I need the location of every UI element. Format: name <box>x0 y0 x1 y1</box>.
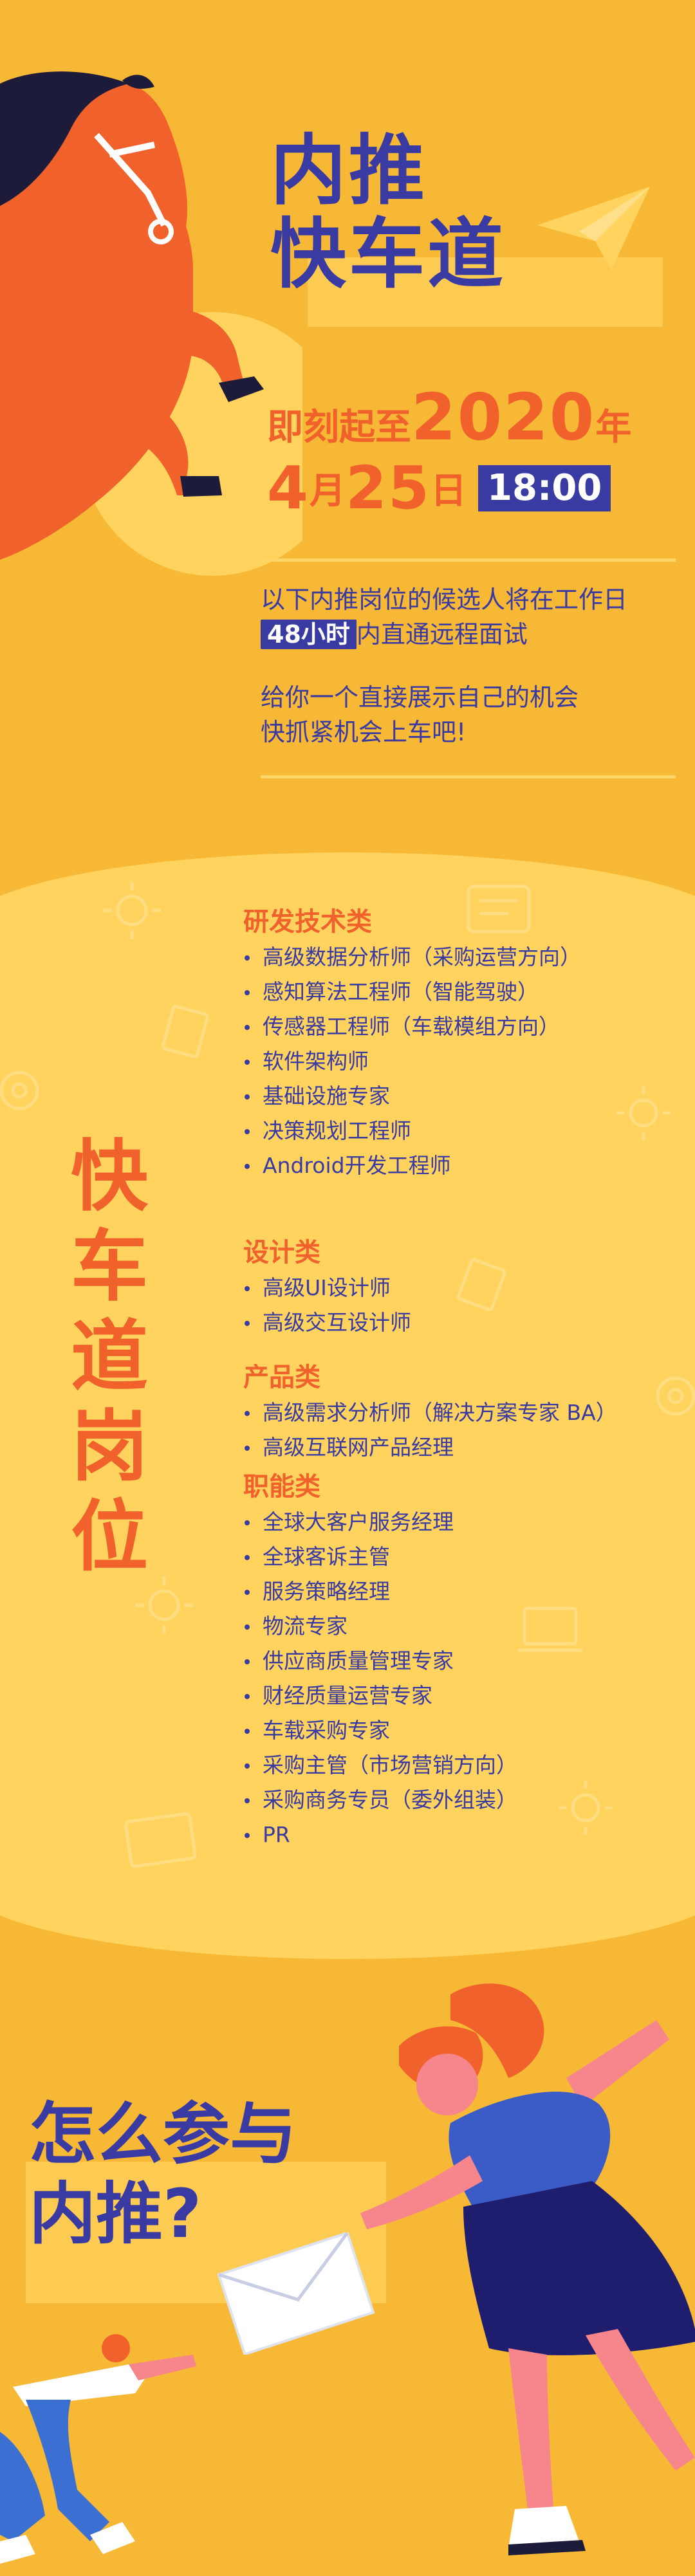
vertical-char: 岗 <box>71 1403 148 1492</box>
job-item[interactable]: 感知算法工程师（智能驾驶） <box>243 975 662 1009</box>
gear-deco-icon <box>0 1071 39 1110</box>
title-line-1: 内推 <box>270 126 428 215</box>
vertical-char: 道 <box>71 1312 148 1402</box>
job-item[interactable]: 高级数据分析师（采购运营方向） <box>243 940 662 975</box>
intro-line-3: 给你一个直接展示自己的机会 <box>261 683 579 712</box>
how-line-2: 内推? <box>29 2175 202 2253</box>
deadline-day: 25 <box>346 454 431 522</box>
job-item[interactable]: 车载采购专家 <box>243 1713 662 1748</box>
intro-line-2-rest: 内直通远程面试 <box>356 620 528 649</box>
page-title: 内推 快车道 <box>270 129 506 296</box>
intro-line-1: 以下内推岗位的候选人将在工作日 <box>261 585 628 614</box>
job-item[interactable]: 全球客诉主管 <box>243 1540 662 1574</box>
job-item[interactable]: 采购商务专员（委外组装） <box>243 1783 662 1817</box>
sun-deco-icon <box>103 881 161 939</box>
deadline-day-unit: 日 <box>431 470 467 512</box>
divider-bottom <box>261 775 676 778</box>
paper-plane-icon <box>537 187 650 270</box>
horse-illustration <box>0 71 302 576</box>
how-line-1: 怎么参与 <box>29 2095 297 2173</box>
document-deco-icon <box>161 1004 209 1058</box>
man-illustration <box>0 2334 196 2564</box>
job-item[interactable]: 物流专家 <box>243 1609 662 1644</box>
deadline-prefix: 即刻起至 <box>267 407 411 448</box>
vertical-char: 车 <box>71 1222 148 1312</box>
intro-line-4: 快抓紧机会上车吧! <box>261 718 467 746</box>
card-deco-icon <box>467 885 531 934</box>
job-item[interactable]: Android开发工程师 <box>243 1148 662 1183</box>
deadline-year-unit: 年 <box>595 407 632 448</box>
intro-text: 以下内推岗位的候选人将在工作日 48小时 内直通远程面试 给你一个直接展示自己的机… <box>261 582 679 750</box>
job-item[interactable]: 供应商质量管理专家 <box>243 1644 662 1679</box>
divider-top <box>261 558 676 562</box>
job-item[interactable]: 高级UI设计师 <box>243 1271 662 1305</box>
sun-deco-icon-2 <box>616 1086 671 1140</box>
category-product: 产品类 <box>243 1363 320 1392</box>
deadline-time-badge: 18:00 <box>478 465 611 511</box>
category-rd: 研发技术类 <box>243 907 372 937</box>
sun-deco-icon-4 <box>559 1781 613 1835</box>
jobs-vertical-title: 快 车 道 岗 位 <box>64 1132 154 1583</box>
vertical-char: 快 <box>71 1132 148 1222</box>
gear-deco-icon-2 <box>656 1376 695 1416</box>
job-item[interactable]: 决策规划工程师 <box>243 1114 662 1148</box>
job-list: 研发技术类 高级数据分析师（采购运营方向） 感知算法工程师（智能驾驶） 传感器工… <box>243 904 662 1852</box>
deadline-month-unit: 月 <box>310 470 346 512</box>
laptop-deco-icon <box>518 1606 582 1652</box>
job-item[interactable]: 软件架构师 <box>243 1044 662 1079</box>
vertical-char: 位 <box>71 1493 148 1582</box>
job-item[interactable]: 基础设施专家 <box>243 1079 662 1114</box>
job-item[interactable]: 高级互联网产品经理 <box>243 1430 662 1465</box>
category-design: 设计类 <box>243 1238 320 1267</box>
deadline-line-1: 即刻起至 2020 年 <box>267 380 631 455</box>
job-item[interactable]: 高级交互设计师 <box>243 1305 662 1340</box>
deadline-line-2: 4 月 25 日 18:00 <box>267 454 611 522</box>
job-item[interactable]: PR <box>243 1817 662 1852</box>
title-line-2: 快车道 <box>270 210 506 299</box>
job-item[interactable]: 财经质量运营专家 <box>243 1679 662 1713</box>
job-item[interactable]: 全球大客户服务经理 <box>243 1505 662 1540</box>
job-item[interactable]: 服务策略经理 <box>243 1574 662 1609</box>
job-item[interactable]: 采购主管（市场营销方向） <box>243 1748 662 1783</box>
how-title: 怎么参与 内推? <box>29 2094 297 2254</box>
note-deco-icon <box>457 1258 506 1312</box>
deadline-month: 4 <box>267 454 310 522</box>
sun-deco-icon-3 <box>135 1576 193 1634</box>
category-functional: 职能类 <box>243 1472 320 1502</box>
intro-line-2: 48小时 内直通远程面试 <box>261 617 679 652</box>
job-item[interactable]: 高级需求分析师（解决方案专家 BA） <box>243 1395 662 1430</box>
envelope-icon <box>217 2232 375 2355</box>
board-deco-icon <box>124 1812 197 1868</box>
intro-highlight-tag: 48小时 <box>261 620 357 649</box>
title-backdrop <box>308 257 663 327</box>
job-item[interactable]: 传感器工程师（车载模组方向） <box>243 1009 662 1044</box>
deadline-year: 2020 <box>411 380 596 455</box>
jobs-band <box>0 852 695 1959</box>
woman-illustration <box>360 1983 695 2555</box>
